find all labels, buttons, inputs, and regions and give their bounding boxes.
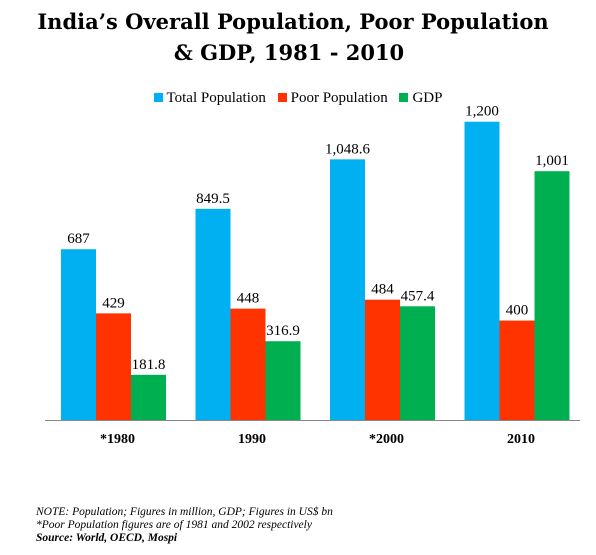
bar-gdp-3 bbox=[400, 306, 435, 420]
bar-gdp-4 bbox=[534, 171, 570, 420]
legend-item-gdp: GDP bbox=[399, 90, 442, 107]
x-tick-label-3: *2000 bbox=[369, 432, 404, 447]
data-label-total-population-4: 1,200 bbox=[465, 104, 499, 120]
bar-poor-population-3 bbox=[365, 299, 400, 420]
legend-swatch-poor-population bbox=[277, 93, 287, 103]
chart-title-line-1: India’s Overall Population, Poor Populat… bbox=[37, 9, 549, 34]
x-tick-label-2: 1990 bbox=[238, 432, 266, 447]
chart-title: India’s Overall Population, Poor Populat… bbox=[0, 6, 596, 68]
bar-poor-population-1 bbox=[96, 313, 131, 420]
legend-swatch-total-population bbox=[153, 93, 163, 103]
bar-total-population-1 bbox=[61, 249, 96, 420]
bar-total-population-2 bbox=[195, 208, 231, 420]
bar-total-population-3 bbox=[330, 159, 365, 420]
data-label-gdp-3: 457.4 bbox=[401, 288, 435, 304]
note-units: NOTE: Population; Figures in million, GD… bbox=[36, 506, 333, 518]
bar-poor-population-2 bbox=[230, 308, 266, 420]
data-label-gdp-2: 316.9 bbox=[266, 323, 300, 339]
data-label-poor-population-4: 400 bbox=[506, 303, 529, 319]
bar-gdp-2 bbox=[265, 341, 301, 420]
data-label-gdp-1: 181.8 bbox=[132, 357, 166, 373]
bar-gdp-1 bbox=[131, 374, 166, 420]
x-tick-label-1: *1980 bbox=[100, 432, 135, 447]
data-label-poor-population-1: 429 bbox=[102, 295, 125, 311]
legend-label-gdp: GDP bbox=[412, 90, 443, 107]
bar-total-population-4 bbox=[464, 121, 500, 420]
data-label-total-population-1: 687 bbox=[67, 231, 90, 247]
legend-label-total-population: Total Population bbox=[166, 90, 266, 107]
data-label-poor-population-2: 448 bbox=[237, 291, 260, 307]
chart-notes: NOTE: Population; Figures in million, GD… bbox=[36, 506, 333, 545]
data-label-gdp-4: 1,001 bbox=[535, 153, 569, 169]
note-source: Source: World, OECD, Mospi bbox=[36, 532, 178, 544]
chart-legend: Total Population Poor Population GDP bbox=[0, 90, 596, 107]
note-poor-population: *Poor Population figures are of 1981 and… bbox=[36, 519, 312, 531]
legend-item-total-population: Total Population bbox=[153, 90, 266, 107]
x-tick-label-4: 2010 bbox=[507, 432, 535, 447]
legend-item-poor-population: Poor Population bbox=[277, 90, 388, 107]
legend-swatch-gdp bbox=[399, 93, 409, 103]
legend-label-poor-population: Poor Population bbox=[290, 90, 388, 107]
chart-title-line-2: & GDP, 1981 - 2010 bbox=[173, 40, 405, 65]
data-label-poor-population-3: 484 bbox=[371, 282, 394, 298]
bar-poor-population-4 bbox=[499, 320, 535, 420]
data-label-total-population-3: 1,048.6 bbox=[325, 141, 371, 157]
data-label-total-population-2: 849.5 bbox=[196, 191, 230, 207]
